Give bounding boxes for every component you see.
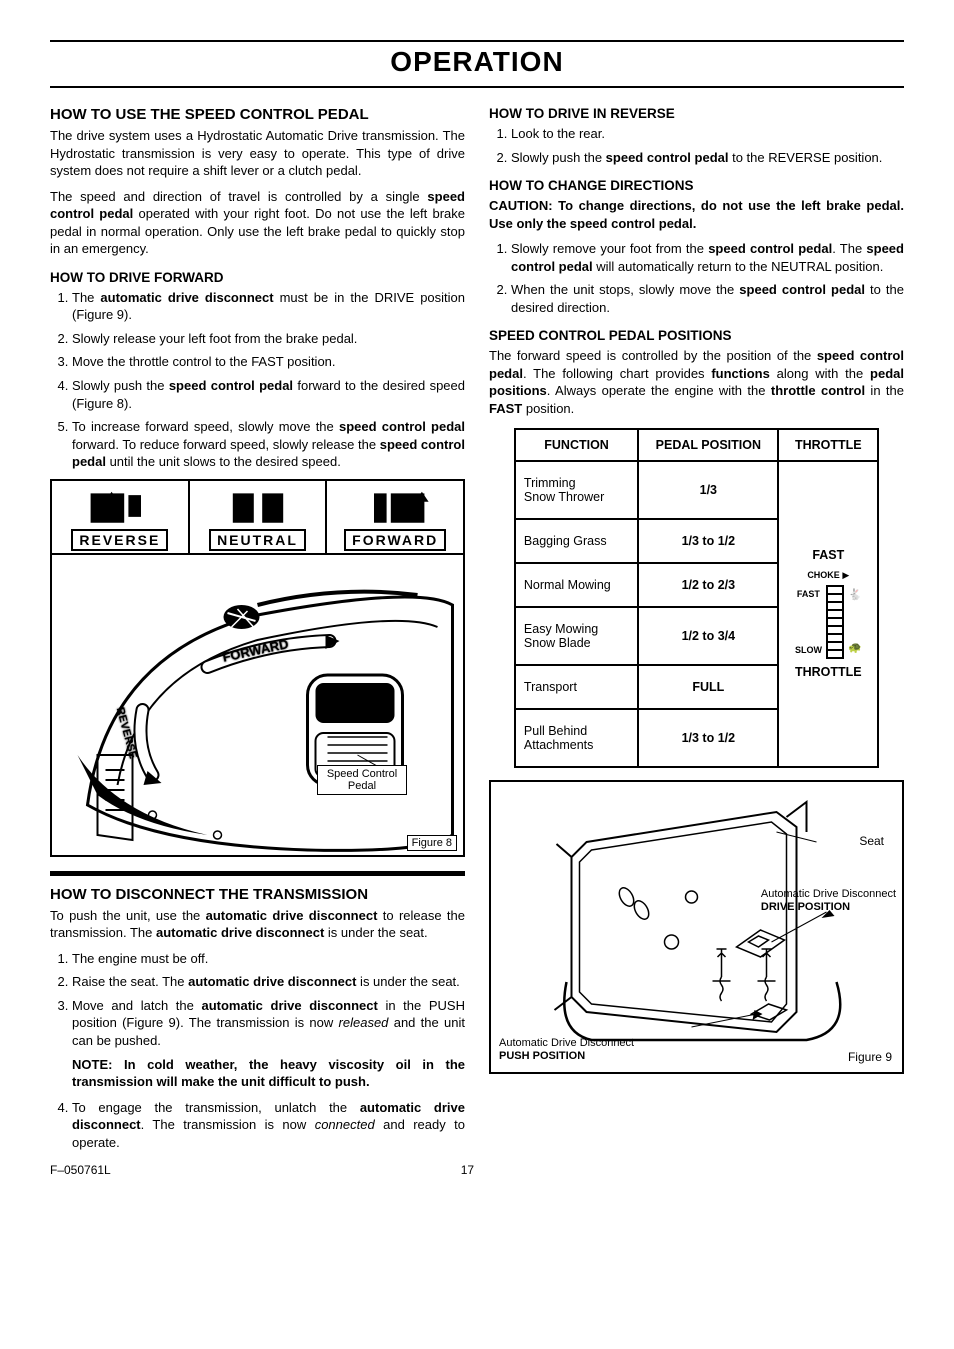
cell-func: Bagging Grass [515,519,638,563]
cell-throttle: FAST CHOKE ▶ FAST SLOW 🐇🐢 [778,461,878,767]
two-column-layout: HOW TO USE THE SPEED CONTROL PEDAL The d… [50,96,904,1159]
disc-step-3: Move and latch the automatic drive disco… [72,997,465,1091]
right-column: HOW TO DRIVE IN REVERSE Look to the rear… [489,96,904,1159]
heading-reverse: HOW TO DRIVE IN REVERSE [489,106,904,121]
pedal-strip: REVERSE NEUTRAL FORWARD [52,481,463,555]
fwd-step-5: To increase forward speed, slowly move t… [72,418,465,471]
list-disconnect: The engine must be off. Raise the seat. … [50,950,465,1151]
fig9-push-label: Automatic Drive DisconnectPUSH POSITION [499,1037,634,1063]
cell-pedal: FULL [638,665,778,709]
para-speed-direction: The speed and direction of travel is con… [50,188,465,258]
left-column: HOW TO USE THE SPEED CONTROL PEDAL The d… [50,96,465,1159]
th-function: FUNCTION [515,429,638,461]
disc-step-4: To engage the transmission, unlatch the … [72,1099,465,1152]
note-cold-weather: NOTE: In cold weather, the heavy viscosi… [72,1057,465,1090]
pedal-neutral-label: NEUTRAL [209,529,306,551]
cell-func: Trimming Snow Thrower [515,461,638,519]
fig9-drive-label: Automatic Drive DisconnectDRIVE POSITION [761,888,896,914]
cell-pedal: 1/2 to 3/4 [638,607,778,665]
footer-page-number: 17 [461,1163,474,1177]
page-title: OPERATION [50,46,904,78]
cell-pedal: 1/3 to 1/2 [638,519,778,563]
pedal-forward-cell: FORWARD [327,481,463,553]
fwd-step-4: Slowly push the speed control pedal forw… [72,377,465,412]
table-row: Trimming Snow Thrower 1/3 FAST CHOKE ▶ F… [515,461,878,519]
cell-pedal: 1/3 [638,461,778,519]
table-header-row: FUNCTION PEDAL POSITION THROTTLE [515,429,878,461]
disc-step-2: Raise the seat. The automatic drive disc… [72,973,465,991]
pedal-neutral-cell: NEUTRAL [190,481,328,553]
rev-step-2: Slowly push the speed control pedal to t… [511,149,904,167]
para-drive-system: The drive system uses a Hydrostatic Auto… [50,127,465,180]
thick-separator [50,871,465,876]
fig9-seat-label: Seat [859,834,884,848]
pedal-position-table: FUNCTION PEDAL POSITION THROTTLE Trimmin… [514,428,879,768]
heading-change-dir: HOW TO CHANGE DIRECTIONS [489,178,904,193]
caution-change-dir: CAUTION: To change directions, do not us… [489,197,904,232]
pedal-forward-label: FORWARD [344,529,446,551]
rev-step-1: Look to the rear. [511,125,904,143]
cell-func: Normal Mowing [515,563,638,607]
heading-drive-forward: HOW TO DRIVE FORWARD [50,270,465,285]
disc-step-1: The engine must be off. [72,950,465,968]
pedal-forward-icon [329,485,461,527]
heading-speed-control: HOW TO USE THE SPEED CONTROL PEDAL [50,106,465,123]
cell-pedal: 1/3 to 1/2 [638,709,778,767]
heading-pedal-positions: SPEED CONTROL PEDAL POSITIONS [489,328,904,343]
fwd-step-3: Move the throttle control to the FAST po… [72,353,465,371]
figure-9-svg [491,782,902,1072]
th-throttle: THROTTLE [778,429,878,461]
para-pedal-positions: The forward speed is controlled by the p… [489,347,904,417]
cell-func: Transport [515,665,638,709]
list-reverse: Look to the rear. Slowly push the speed … [489,125,904,166]
rule-under-title [50,86,904,88]
rule-top [50,40,904,42]
pedal-reverse-label: REVERSE [71,529,168,551]
cell-func: Easy Mowing Snow Blade [515,607,638,665]
para-disconnect-intro: To push the unit, use the automatic driv… [50,907,465,942]
pedal-reverse-icon [54,485,186,527]
fwd-step-2: Slowly release your left foot from the b… [72,330,465,348]
list-drive-forward: The automatic drive disconnect must be i… [50,289,465,471]
cell-pedal: 1/2 to 2/3 [638,563,778,607]
pedal-reverse-cell: REVERSE [52,481,190,553]
pedal-neutral-icon [192,485,324,527]
fwd-step-1: The automatic drive disconnect must be i… [72,289,465,324]
throttle-scale-icon [826,585,844,659]
callout-speed-pedal: Speed Control Pedal [317,765,407,795]
list-change-dir: Slowly remove your foot from the speed c… [489,240,904,316]
figure-8-caption: Figure 8 [407,835,457,851]
cell-func: Pull Behind Attachments [515,709,638,767]
figure-8-box: REVERSE NEUTRAL FORWARD [50,479,465,857]
footer-doc-id: F–050761L [50,1163,111,1177]
figure-8-diagram: FORWARD REVERSE Speed Control Pedal Figu… [52,555,463,855]
page-footer: F–050761L 17 [50,1163,904,1177]
chg-step-2: When the unit stops, slowly move the spe… [511,281,904,316]
pedal-diagram-svg [52,555,463,855]
chg-step-1: Slowly remove your foot from the speed c… [511,240,904,275]
figure-9-caption: Figure 9 [848,1050,892,1064]
figure-9-box: Seat Automatic Drive DisconnectDRIVE POS… [489,780,904,1074]
heading-disconnect: HOW TO DISCONNECT THE TRANSMISSION [50,886,465,903]
th-pedal: PEDAL POSITION [638,429,778,461]
